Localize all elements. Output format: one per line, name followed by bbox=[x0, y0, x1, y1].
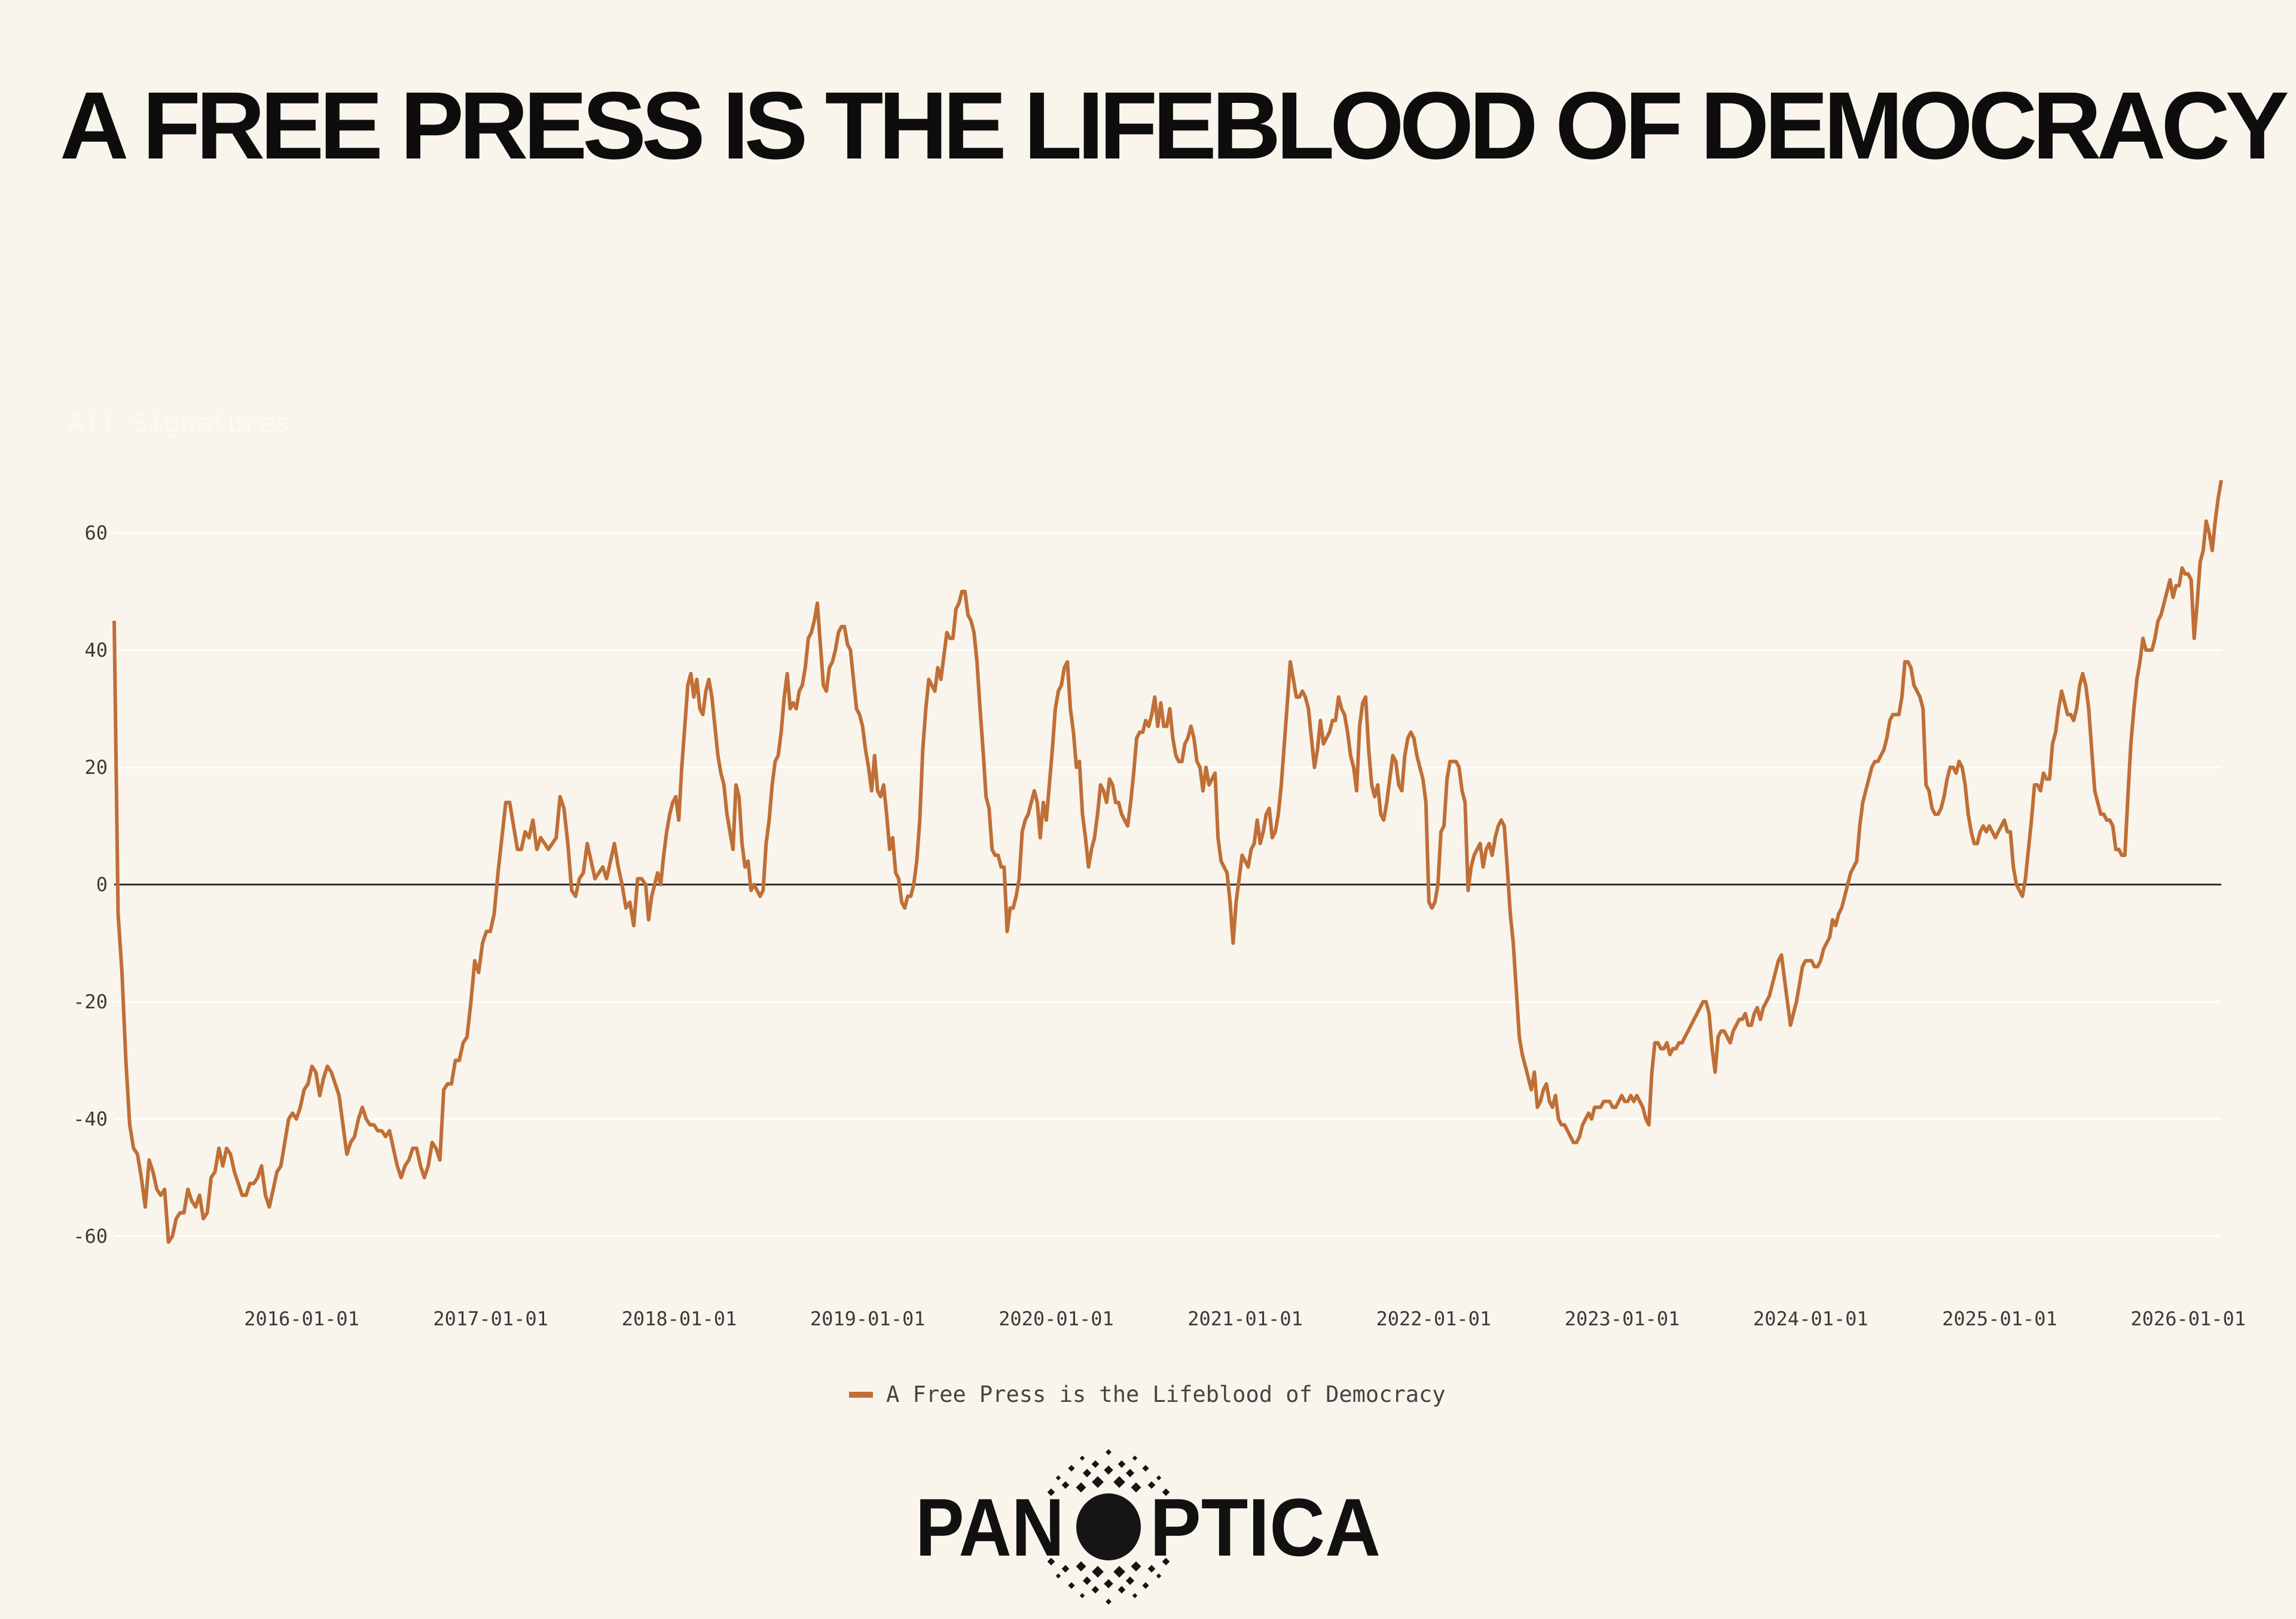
logo-dot bbox=[1082, 1468, 1092, 1478]
logo-dot bbox=[1076, 1561, 1086, 1572]
logo-eye-circle bbox=[1076, 1493, 1141, 1560]
logo-dot bbox=[1079, 1455, 1085, 1461]
logo-dot bbox=[1106, 1449, 1112, 1455]
logo-dot bbox=[1091, 1460, 1100, 1468]
logo-dot bbox=[1092, 1566, 1104, 1578]
logo-dot bbox=[1047, 1557, 1055, 1566]
panoptica-logo: PAN PTICA bbox=[915, 1449, 1381, 1605]
series-lines bbox=[112, 480, 2223, 1244]
legend: A Free Press is the Lifeblood of Democra… bbox=[849, 1382, 1446, 1407]
logo-dot bbox=[1047, 1488, 1055, 1496]
y-tick-label: -40 bbox=[73, 1108, 108, 1130]
logo-dot bbox=[1132, 1455, 1138, 1461]
y-tick-label: 20 bbox=[84, 756, 108, 779]
logo-dot bbox=[1125, 1468, 1135, 1478]
logo-dot bbox=[1068, 1465, 1075, 1472]
logo-dot bbox=[1131, 1482, 1141, 1493]
logo-dot bbox=[1118, 1460, 1126, 1468]
logo-dot bbox=[1068, 1582, 1075, 1589]
x-tick-label: 2021-01-01 bbox=[1187, 1307, 1303, 1330]
x-tick-label: 2026-01-01 bbox=[2130, 1307, 2246, 1330]
series-line bbox=[112, 480, 2223, 1244]
x-axis-ticks: 2016-01-01 2017-01-01 2018-01-01 2019-01-01… bbox=[244, 1307, 2246, 1330]
y-axis-label: All Signatures bbox=[69, 408, 291, 438]
y-tick-label: 0 bbox=[96, 873, 108, 896]
logo-dot bbox=[1082, 1576, 1092, 1586]
logo-text-right: PTICA bbox=[1150, 1482, 1381, 1574]
logo-dot bbox=[1156, 1573, 1162, 1579]
logo-text-left: PAN bbox=[915, 1482, 1064, 1574]
x-tick-label: 2023-01-01 bbox=[1565, 1307, 1680, 1330]
logo-dot bbox=[1104, 1465, 1113, 1475]
page-title: A FREE PRESS IS THE LIFEBLOOD OF DEMOCRA… bbox=[60, 72, 2289, 179]
logo-dot bbox=[1113, 1566, 1125, 1578]
logo-dot bbox=[1142, 1582, 1149, 1589]
logo-dot bbox=[1091, 1586, 1100, 1594]
legend-label: A Free Press is the Lifeblood of Democra… bbox=[886, 1382, 1446, 1407]
logo-dot bbox=[1147, 1481, 1156, 1489]
x-tick-label: 2024-01-01 bbox=[1753, 1307, 1868, 1330]
x-tick-label: 2019-01-01 bbox=[810, 1307, 926, 1330]
logo-dot bbox=[1132, 1593, 1138, 1599]
x-tick-label: 2022-01-01 bbox=[1376, 1307, 1491, 1330]
y-tick-label: -60 bbox=[73, 1225, 108, 1248]
logo-dot bbox=[1061, 1565, 1070, 1573]
logo-dot bbox=[1118, 1586, 1126, 1594]
logo-dot bbox=[1106, 1599, 1112, 1605]
logo-dot bbox=[1076, 1482, 1086, 1493]
y-tick-label: -20 bbox=[73, 990, 108, 1013]
logo-dot bbox=[1142, 1465, 1149, 1472]
logo-dot bbox=[1125, 1576, 1135, 1586]
logo-dot bbox=[1162, 1557, 1170, 1566]
logo-dot bbox=[1104, 1579, 1113, 1588]
y-axis-ticks: 60 40 20 0 -20 -40 -60 bbox=[73, 522, 108, 1248]
y-tick-label: 60 bbox=[84, 522, 108, 544]
x-tick-label: 2020-01-01 bbox=[999, 1307, 1114, 1330]
y-tick-label: 40 bbox=[84, 639, 108, 661]
logo-dot bbox=[1147, 1565, 1156, 1573]
legend-swatch bbox=[849, 1391, 873, 1398]
logo-dot bbox=[1079, 1593, 1085, 1599]
logo-dot bbox=[1156, 1475, 1162, 1481]
logo-dot bbox=[1113, 1476, 1125, 1488]
logo-dot bbox=[1061, 1481, 1070, 1489]
x-tick-label: 2016-01-01 bbox=[244, 1307, 359, 1330]
logo-dot bbox=[1162, 1488, 1170, 1496]
x-tick-label: 2017-01-01 bbox=[433, 1307, 548, 1330]
x-tick-label: 2018-01-01 bbox=[622, 1307, 737, 1330]
logo-dot bbox=[1055, 1573, 1061, 1579]
logo-dot bbox=[1131, 1561, 1141, 1572]
logo-dot bbox=[1055, 1475, 1061, 1481]
logo-dot bbox=[1092, 1476, 1104, 1488]
x-tick-label: 2025-01-01 bbox=[1942, 1307, 2057, 1330]
gridlines bbox=[114, 532, 2221, 1237]
